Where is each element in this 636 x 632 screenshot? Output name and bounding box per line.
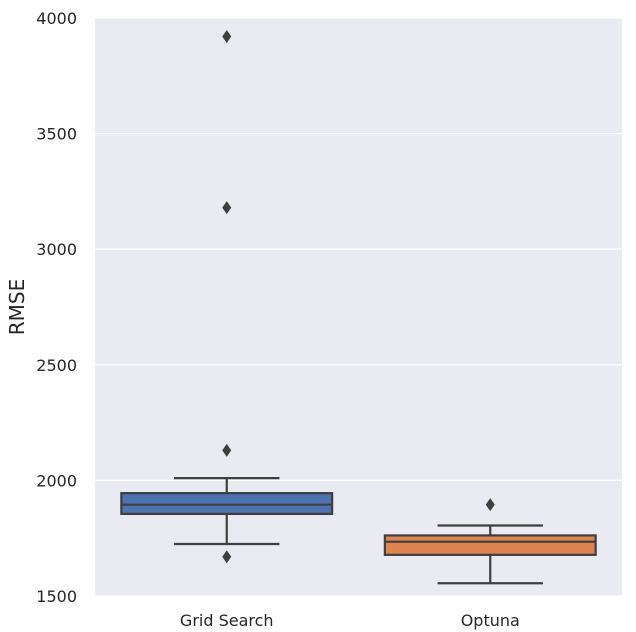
outlier-point — [222, 29, 232, 43]
iqr-box — [120, 492, 334, 516]
y-tick-label: 2500 — [36, 356, 77, 375]
x-tick-label: Grid Search — [180, 611, 274, 630]
outlier-point — [222, 550, 232, 564]
y-axis-label: RMSE — [5, 279, 29, 335]
y-tick-label: 3500 — [36, 125, 77, 144]
box-optuna — [383, 498, 597, 585]
x-tick-label: Optuna — [461, 611, 520, 630]
y-tick-label: 3000 — [36, 240, 77, 259]
y-tick-label: 1500 — [36, 587, 77, 606]
x-tick-labels: Grid Search Optuna — [180, 611, 520, 630]
y-tick-label: 2000 — [36, 471, 77, 490]
box-grid-search — [120, 29, 334, 564]
outlier-point — [485, 498, 495, 512]
outlier-point — [222, 201, 232, 215]
y-tick-label: 4000 — [36, 9, 77, 28]
iqr-box — [383, 534, 597, 556]
outlier-point — [222, 443, 232, 457]
boxes — [120, 29, 597, 585]
gridlines — [95, 17, 622, 597]
y-tick-labels: 1500 2000 2500 3000 3500 4000 — [36, 9, 77, 606]
